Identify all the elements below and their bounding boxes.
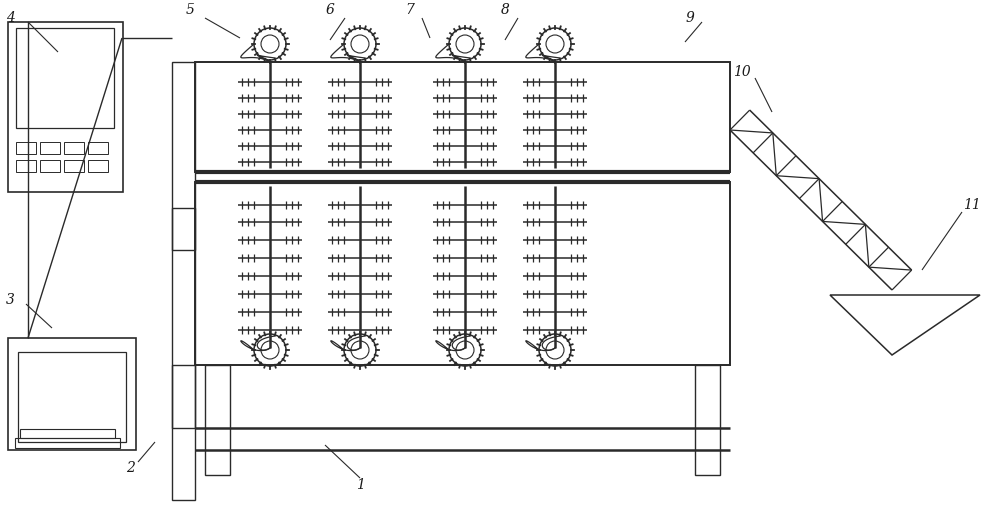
Bar <box>205 365 230 475</box>
Bar <box>195 62 730 172</box>
Bar <box>18 352 126 442</box>
Bar <box>195 182 730 365</box>
Text: 7: 7 <box>406 3 414 17</box>
Bar <box>64 160 84 172</box>
Bar <box>88 142 108 154</box>
Text: 5: 5 <box>186 3 194 17</box>
Bar <box>172 62 195 428</box>
Text: 1: 1 <box>356 478 364 492</box>
Bar <box>172 208 195 250</box>
Text: 3: 3 <box>6 293 14 307</box>
Bar <box>8 22 123 192</box>
Bar <box>695 365 720 475</box>
Bar <box>15 438 120 448</box>
Text: 6: 6 <box>326 3 334 17</box>
Bar <box>16 160 36 172</box>
Bar <box>64 142 84 154</box>
Bar <box>88 160 108 172</box>
Bar <box>40 160 60 172</box>
Text: 4: 4 <box>6 11 14 25</box>
Text: 2: 2 <box>126 461 134 475</box>
Text: 11: 11 <box>963 198 981 212</box>
Text: 10: 10 <box>733 65 751 79</box>
Bar <box>16 142 36 154</box>
Bar <box>172 365 195 500</box>
Bar <box>20 429 115 438</box>
Bar <box>16 28 114 128</box>
Text: 8: 8 <box>501 3 509 17</box>
Text: 9: 9 <box>686 11 694 25</box>
Bar <box>8 338 136 450</box>
Bar <box>40 142 60 154</box>
